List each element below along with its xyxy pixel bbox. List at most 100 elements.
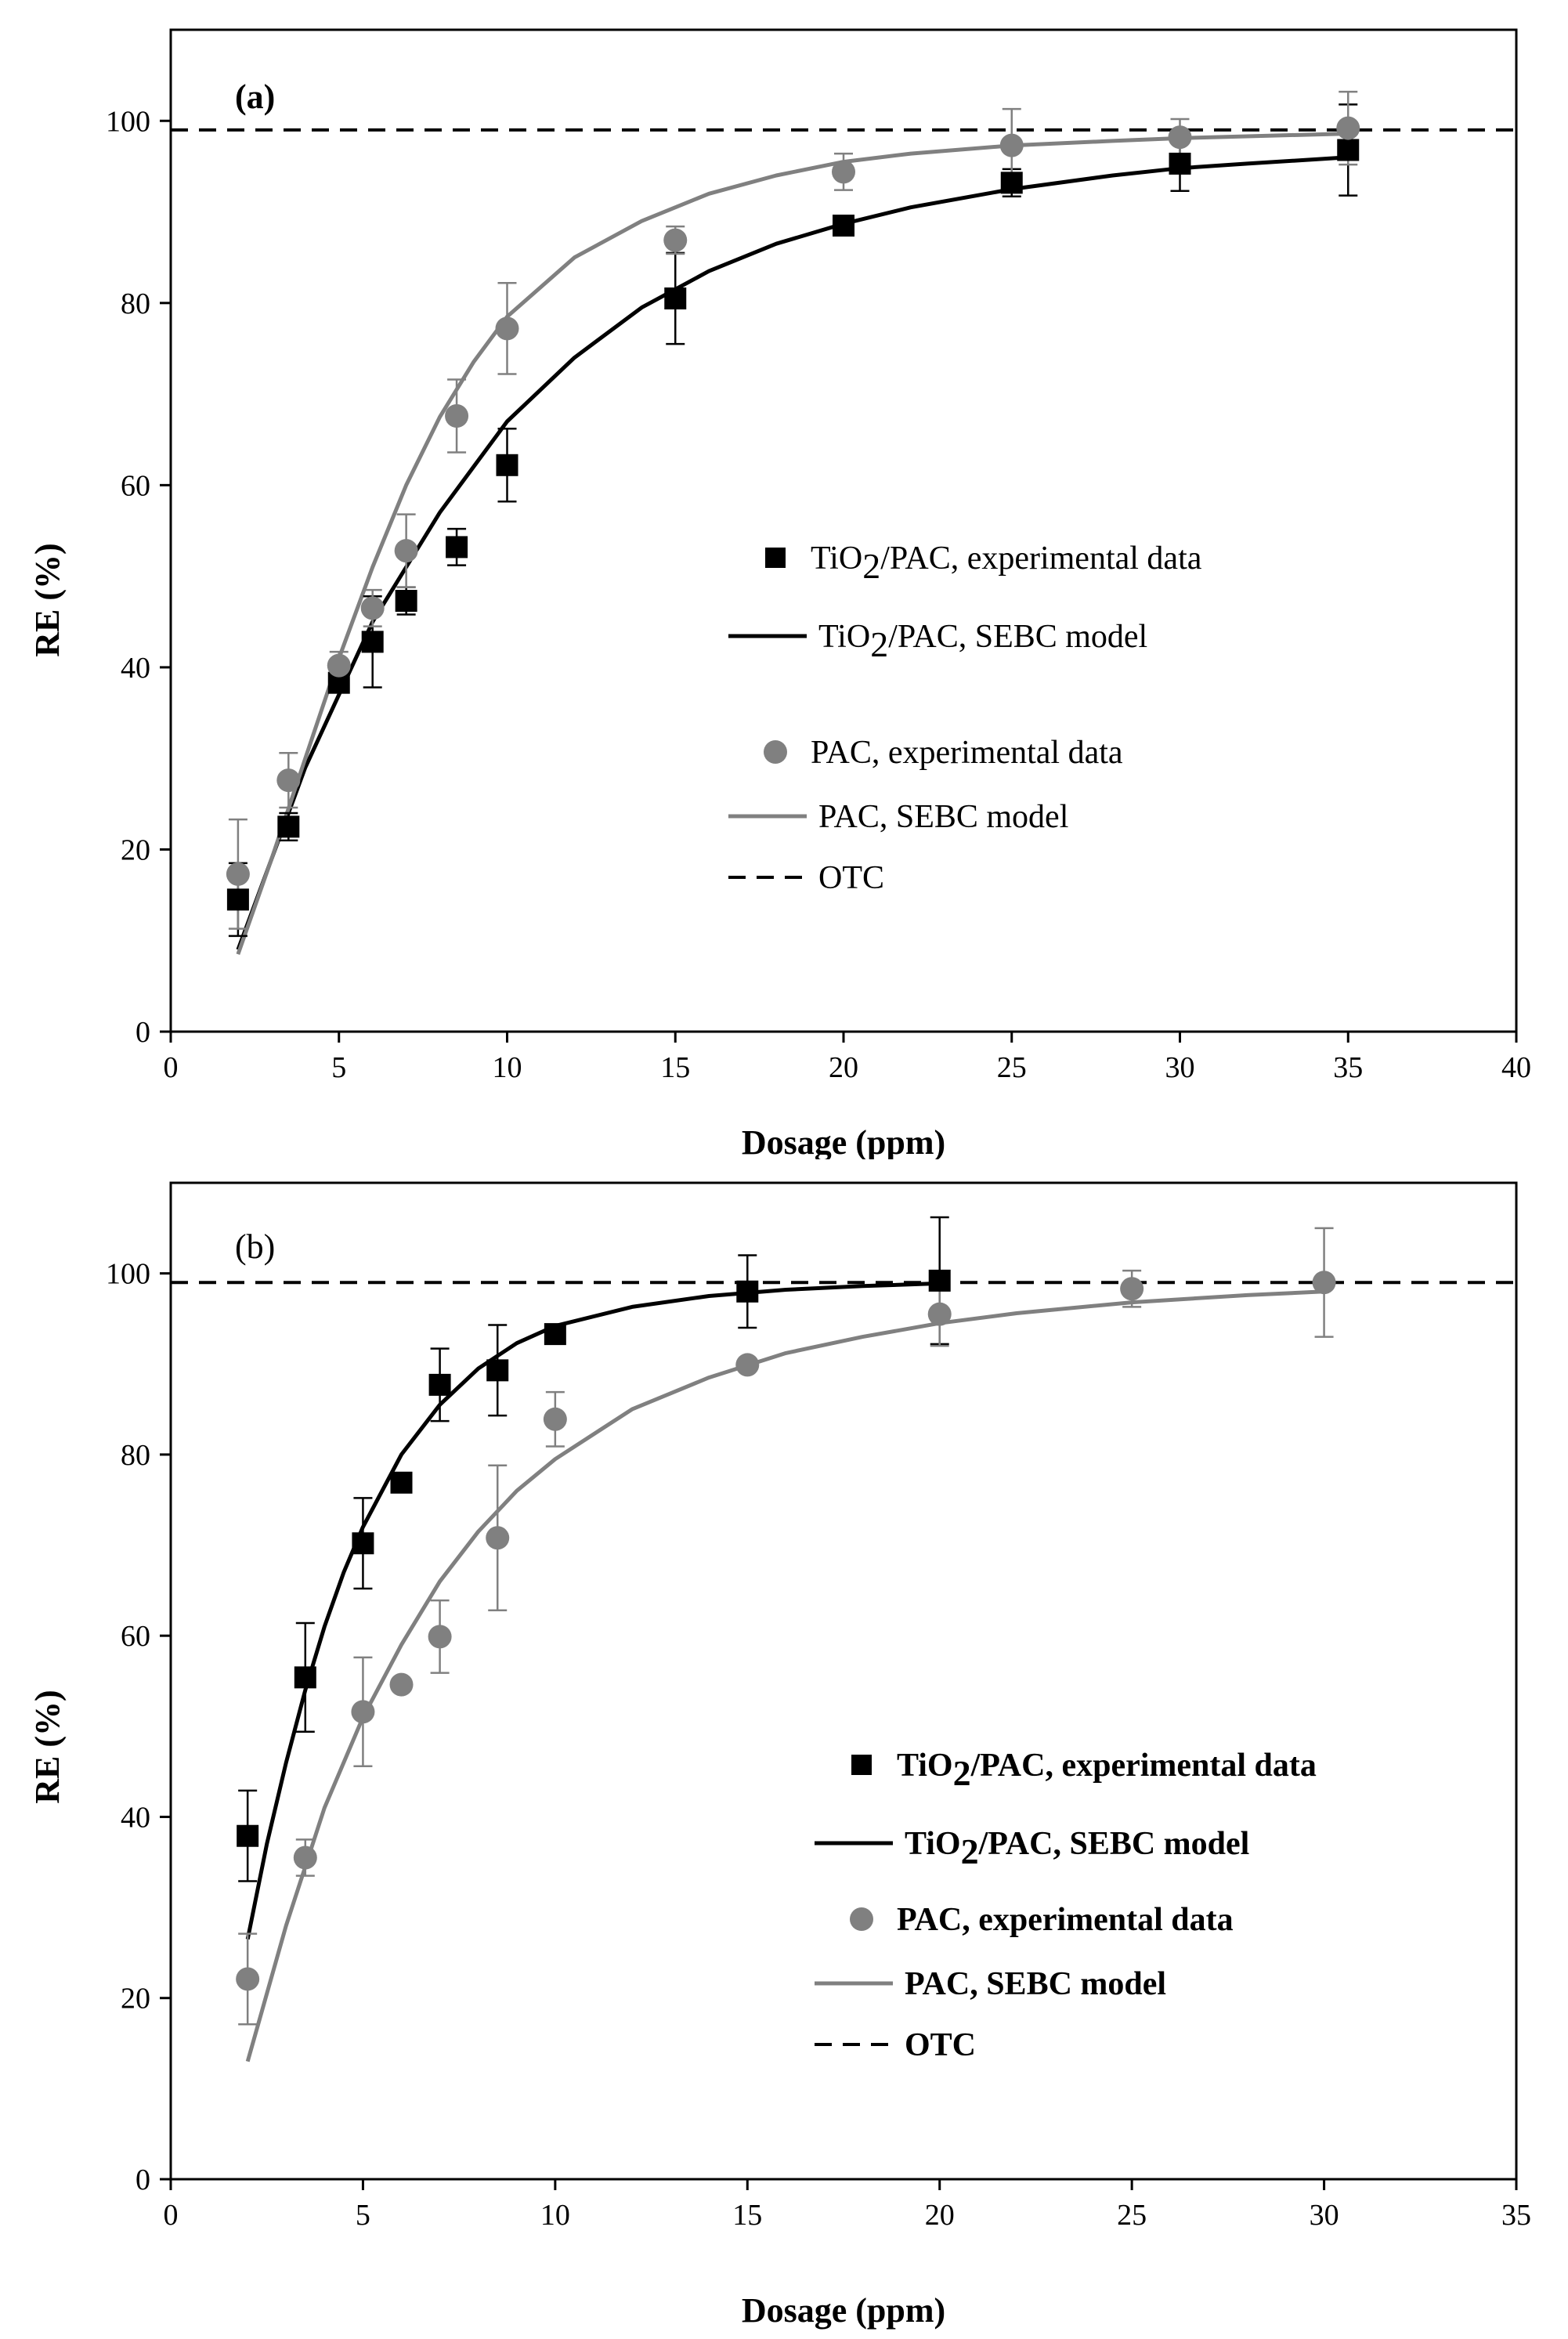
data-point-tio2-pac [395, 590, 417, 613]
data-point-tio2-pac [428, 1373, 451, 1396]
x-tick-label: 15 [660, 1051, 690, 1084]
panel-b-data-markers [236, 1269, 1336, 1991]
y-tick-label: 40 [121, 1801, 150, 1834]
data-point-pac [351, 1700, 375, 1724]
legend-label-otc: OTC [905, 2027, 976, 2063]
panel-a-error-bars [228, 90, 1358, 938]
data-point-pac [999, 133, 1024, 157]
data-point-tio2-pac [1169, 152, 1191, 175]
y-tick-label: 0 [135, 2164, 150, 2196]
x-tick-label: 10 [493, 1051, 522, 1084]
x-tick-label: 30 [1165, 1051, 1195, 1084]
panel-b-y-ticks: 0 20 40 60 80 100 [106, 1258, 171, 2196]
x-tick-label: 0 [164, 2199, 179, 2232]
legend-label: PAC, SEBC model [818, 799, 1068, 835]
data-point-pac [663, 228, 688, 252]
model-curve-tio2-pac [245, 1281, 940, 1940]
data-point-pac [445, 403, 469, 428]
data-point-tio2-pac [544, 1323, 566, 1346]
panel-b-plot-frame [169, 1181, 1518, 2181]
data-point-pac [1120, 1277, 1144, 1301]
data-point-tio2-pac [237, 1824, 259, 1847]
data-point-pac [1336, 116, 1360, 140]
chart-panel-b: 0 5 10 15 20 25 30 35 0 20 40 60 80 100 (b) Dosage (… [28, 1181, 1531, 2330]
data-point-tio2-pac [486, 1359, 509, 1382]
data-point-tio2-pac [1000, 172, 1023, 194]
legend-label: PAC, SEBC model [905, 1966, 1166, 2002]
data-point-pac [389, 1672, 414, 1697]
x-tick-label: 20 [925, 2199, 955, 2232]
data-point-tio2-pac [496, 454, 518, 476]
y-tick-label: 20 [121, 833, 150, 866]
data-point-tio2-pac [1337, 139, 1360, 161]
x-tick-label: 25 [997, 1051, 1027, 1084]
data-point-pac [428, 1625, 452, 1649]
y-tick-label: 100 [106, 1258, 150, 1291]
y-tick-label: 20 [121, 1983, 150, 2015]
legend-label: PAC, experimental data [811, 735, 1123, 771]
data-point-tio2-pac [226, 888, 249, 911]
legend-label: TiO2/PAC, SEBC model [905, 1826, 1249, 1871]
panel-a-tag: (a) [235, 78, 275, 116]
legend-label: PAC, experimental data [897, 1902, 1234, 1938]
panel-b-y-axis-label: RE (%) [28, 1690, 67, 1803]
data-point-pac [486, 1526, 510, 1550]
panel-b-x-ticks: 0 5 10 15 20 25 30 35 [164, 2179, 1531, 2232]
x-tick-label: 5 [356, 2199, 370, 2232]
y-tick-label: 60 [121, 1620, 150, 1653]
legend-symbol-circle [850, 1907, 873, 1931]
legend-symbol-circle [764, 740, 787, 764]
legend-label: TiO2/PAC, experimental data [811, 540, 1202, 586]
model-curve-pac [245, 1289, 1324, 2062]
x-tick-label: 10 [540, 2199, 570, 2232]
y-tick-label: 80 [121, 287, 150, 320]
x-tick-label: 35 [1333, 1051, 1363, 1084]
panel-b-legend: TiO2/PAC, experimental data TiO2/PAC, SEB… [815, 1748, 1317, 2063]
data-point-tio2-pac [446, 536, 468, 559]
panel-b-model-curves [245, 1281, 1324, 2062]
data-point-pac [276, 768, 301, 793]
data-point-pac [226, 862, 250, 886]
x-tick-label: 40 [1501, 1051, 1531, 1084]
y-tick-label: 80 [121, 1439, 150, 1472]
panel-a-x-ticks: 0 5 10 15 20 25 30 35 40 [164, 1032, 1531, 1084]
x-tick-label: 0 [164, 1051, 179, 1084]
data-point-tio2-pac [277, 815, 300, 838]
panel-a-y-axis-label: RE (%) [28, 543, 67, 656]
data-point-pac [327, 653, 351, 678]
data-point-tio2-pac [390, 1471, 413, 1494]
data-point-tio2-pac [664, 287, 687, 310]
legend-symbol-square [765, 548, 786, 568]
chart-panel-a: 0 5 10 15 20 25 30 35 40 0 20 40 60 80 100 (a) Dosage… [28, 28, 1531, 1159]
legend-label: TiO2/PAC, SEBC model [818, 619, 1147, 664]
data-point-pac [1168, 125, 1192, 150]
x-tick-label: 35 [1501, 2199, 1531, 2232]
data-point-pac [495, 316, 519, 341]
legend-symbol-square [851, 1755, 872, 1775]
panel-a-y-ticks: 0 20 40 60 80 100 [106, 105, 171, 1049]
data-point-pac [735, 1353, 760, 1377]
x-tick-label: 5 [331, 1051, 346, 1084]
data-point-tio2-pac [294, 1666, 316, 1689]
x-tick-label: 25 [1117, 2199, 1147, 2232]
data-point-tio2-pac [352, 1532, 374, 1555]
panel-a-legend: TiO2/PAC, experimental data TiO2/PAC, SEB… [728, 540, 1202, 896]
x-tick-label: 30 [1310, 2199, 1339, 2232]
data-point-pac [832, 160, 855, 184]
data-point-pac [543, 1407, 567, 1431]
y-tick-label: 100 [106, 105, 150, 138]
data-point-pac [1312, 1271, 1336, 1295]
panel-a-data-markers [226, 116, 1360, 911]
panel-a-x-axis-label: Dosage (ppm) [742, 1123, 945, 1159]
y-tick-label: 40 [121, 652, 150, 685]
data-point-tio2-pac [361, 631, 384, 653]
data-point-pac [236, 1967, 260, 1991]
legend-label: TiO2/PAC, experimental data [897, 1748, 1317, 1793]
data-point-tio2-pac [928, 1269, 951, 1292]
panel-b-tag: (b) [235, 1227, 275, 1266]
data-point-pac [394, 539, 418, 563]
x-tick-label: 15 [732, 2199, 762, 2232]
data-point-tio2-pac [736, 1280, 759, 1303]
data-point-pac [927, 1302, 952, 1326]
y-tick-label: 0 [135, 1016, 150, 1049]
